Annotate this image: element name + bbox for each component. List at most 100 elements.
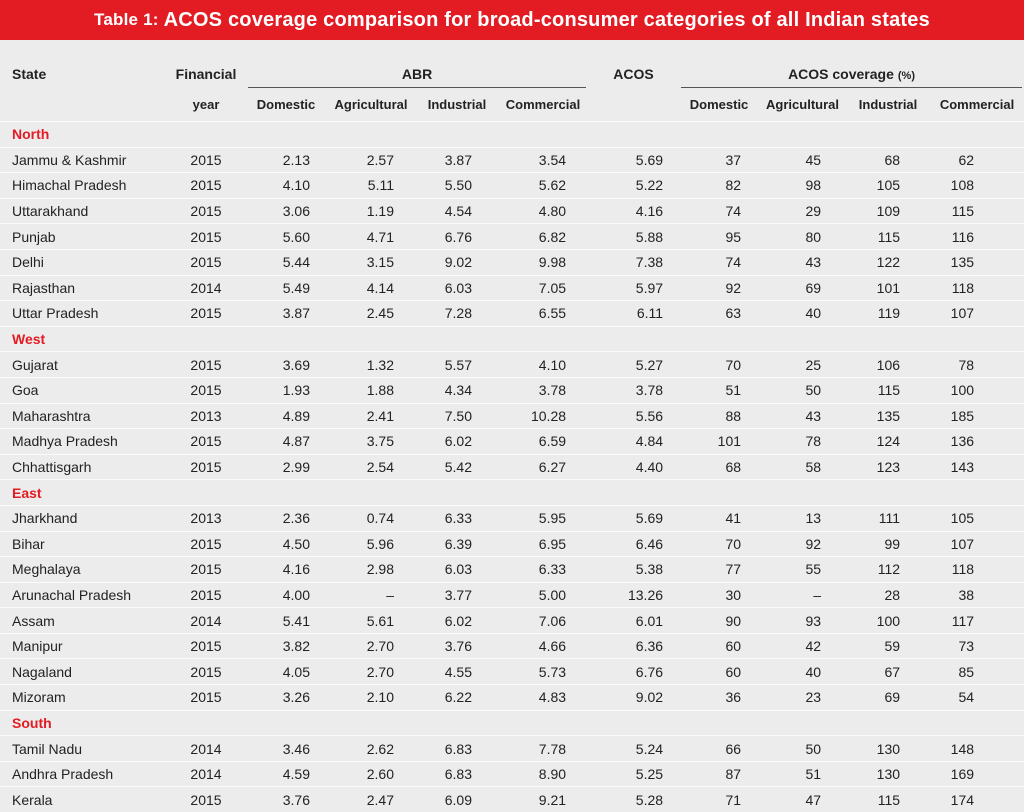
cell-cov-agricultural: 45 xyxy=(759,147,846,173)
cell-cov-agricultural: 25 xyxy=(759,352,846,378)
cell-abr-commercial: 5.73 xyxy=(498,659,588,685)
cell-abr-domestic: 3.87 xyxy=(246,301,326,327)
header-state: State xyxy=(0,40,166,88)
cell-abr-domestic: 3.26 xyxy=(246,685,326,711)
cell-abr-industrial: 6.76 xyxy=(416,224,498,250)
cell-cov-industrial: 28 xyxy=(846,582,930,608)
cell-abr-commercial: 6.59 xyxy=(498,429,588,455)
cell-cov-industrial: 69 xyxy=(846,685,930,711)
cell-acos: 5.25 xyxy=(588,761,679,787)
header-cov-industrial: Industrial xyxy=(846,88,930,122)
cell-abr-industrial: 3.77 xyxy=(416,582,498,608)
cell-state: Nagaland xyxy=(0,659,166,685)
cell-abr-domestic: 4.00 xyxy=(246,582,326,608)
cell-cov-agricultural: 69 xyxy=(759,275,846,301)
cell-year: 2014 xyxy=(166,275,246,301)
cell-cov-domestic: 36 xyxy=(679,685,759,711)
cell-year: 2013 xyxy=(166,505,246,531)
header-coverage: ACOS coverage xyxy=(788,66,894,82)
cell-cov-industrial: 115 xyxy=(846,787,930,812)
cell-cov-domestic: 71 xyxy=(679,787,759,812)
cell-cov-domestic: 90 xyxy=(679,608,759,634)
cell-cov-domestic: 51 xyxy=(679,377,759,403)
cell-abr-industrial: 5.57 xyxy=(416,352,498,378)
cell-state: Goa xyxy=(0,377,166,403)
header-blank xyxy=(0,88,166,122)
cell-cov-domestic: 70 xyxy=(679,531,759,557)
acos-coverage-table: State Financial ABR ACOS ACOS coverage(%… xyxy=(0,40,1024,812)
header-cov-agricultural: Agricultural xyxy=(759,88,846,122)
header-abr-commercial: Commercial xyxy=(498,88,588,122)
header-cov-commercial: Commercial xyxy=(930,88,1024,122)
cell-acos: 5.97 xyxy=(588,275,679,301)
cell-state: Bihar xyxy=(0,531,166,557)
cell-cov-domestic: 87 xyxy=(679,761,759,787)
cell-cov-commercial: 100 xyxy=(930,377,1024,403)
cell-state: Meghalaya xyxy=(0,557,166,583)
cell-state: Gujarat xyxy=(0,352,166,378)
cell-cov-agricultural: – xyxy=(759,582,846,608)
cell-cov-commercial: 78 xyxy=(930,352,1024,378)
cell-year: 2014 xyxy=(166,736,246,762)
header-abr-domestic: Domestic xyxy=(246,88,326,122)
cell-cov-commercial: 169 xyxy=(930,761,1024,787)
region-row: South xyxy=(0,710,1024,736)
cell-year: 2015 xyxy=(166,659,246,685)
cell-acos: 5.27 xyxy=(588,352,679,378)
cell-state: Kerala xyxy=(0,787,166,812)
cell-cov-agricultural: 55 xyxy=(759,557,846,583)
cell-abr-industrial: 6.02 xyxy=(416,429,498,455)
cell-cov-domestic: 63 xyxy=(679,301,759,327)
cell-cov-agricultural: 78 xyxy=(759,429,846,455)
cell-cov-agricultural: 43 xyxy=(759,403,846,429)
cell-state: Assam xyxy=(0,608,166,634)
cell-abr-domestic: 4.87 xyxy=(246,429,326,455)
cell-acos: 6.36 xyxy=(588,633,679,659)
cell-abr-industrial: 6.33 xyxy=(416,505,498,531)
cell-abr-agricultural: 5.96 xyxy=(326,531,416,557)
cell-abr-agricultural: 2.70 xyxy=(326,633,416,659)
cell-abr-agricultural: 1.19 xyxy=(326,198,416,224)
cell-abr-domestic: 4.59 xyxy=(246,761,326,787)
cell-abr-domestic: 1.93 xyxy=(246,377,326,403)
cell-abr-commercial: 4.80 xyxy=(498,198,588,224)
cell-state: Arunachal Pradesh xyxy=(0,582,166,608)
cell-cov-domestic: 92 xyxy=(679,275,759,301)
cell-abr-commercial: 7.05 xyxy=(498,275,588,301)
cell-year: 2015 xyxy=(166,301,246,327)
cell-cov-agricultural: 58 xyxy=(759,454,846,480)
cell-year: 2015 xyxy=(166,531,246,557)
cell-abr-agricultural: 3.15 xyxy=(326,249,416,275)
cell-cov-commercial: 73 xyxy=(930,633,1024,659)
cell-cov-industrial: 111 xyxy=(846,505,930,531)
cell-state: Himachal Pradesh xyxy=(0,173,166,199)
cell-cov-commercial: 54 xyxy=(930,685,1024,711)
cell-acos: 3.78 xyxy=(588,377,679,403)
cell-abr-commercial: 5.00 xyxy=(498,582,588,608)
cell-cov-industrial: 68 xyxy=(846,147,930,173)
cell-abr-industrial: 9.02 xyxy=(416,249,498,275)
cell-cov-commercial: 135 xyxy=(930,249,1024,275)
header-financial: Financial xyxy=(166,40,246,88)
cell-abr-industrial: 6.22 xyxy=(416,685,498,711)
cell-cov-agricultural: 40 xyxy=(759,659,846,685)
cell-year: 2015 xyxy=(166,787,246,812)
cell-cov-domestic: 68 xyxy=(679,454,759,480)
cell-abr-commercial: 4.10 xyxy=(498,352,588,378)
cell-cov-industrial: 99 xyxy=(846,531,930,557)
cell-abr-agricultural: 0.74 xyxy=(326,505,416,531)
cell-year: 2014 xyxy=(166,761,246,787)
cell-abr-commercial: 4.66 xyxy=(498,633,588,659)
cell-abr-agricultural: 2.70 xyxy=(326,659,416,685)
cell-cov-commercial: 118 xyxy=(930,557,1024,583)
